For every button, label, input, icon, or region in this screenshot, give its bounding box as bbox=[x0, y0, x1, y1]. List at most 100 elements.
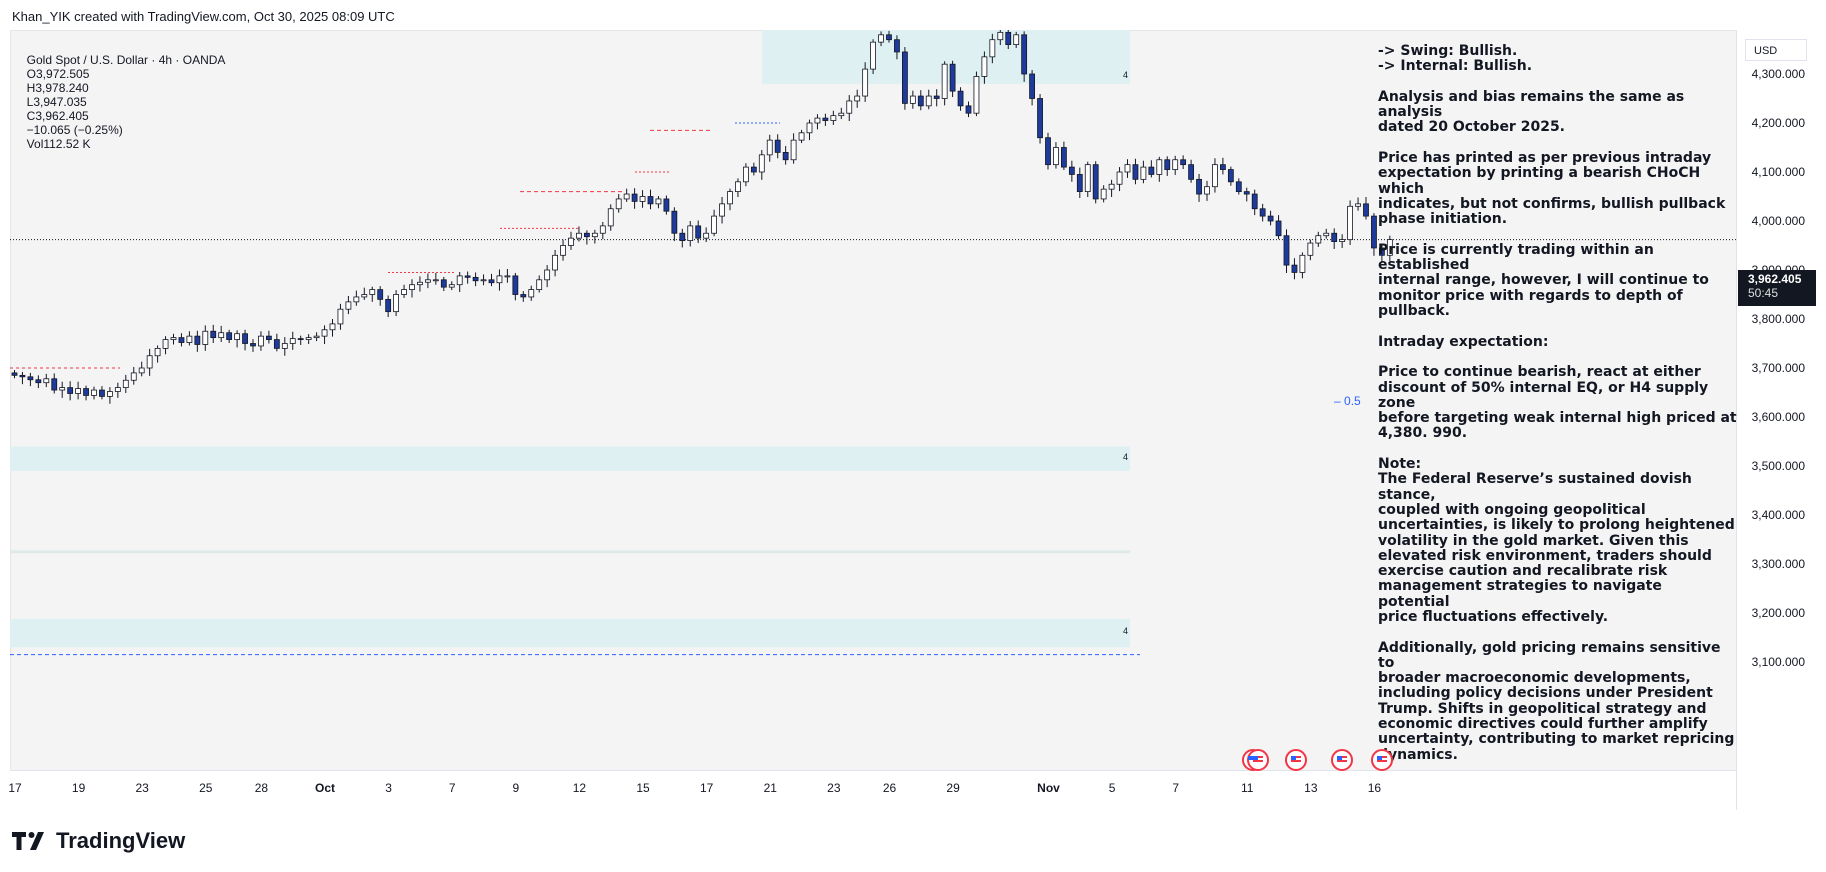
time-tick-label: 12 bbox=[572, 781, 587, 795]
chart-credit: Khan_YIK created with TradingView.com, O… bbox=[12, 9, 395, 24]
economic-event-flag[interactable] bbox=[1247, 749, 1269, 771]
candle-body bbox=[902, 51, 908, 104]
candle-body bbox=[925, 95, 932, 107]
candle-body bbox=[401, 289, 407, 295]
analysis-line: Analysis and bias remains the same as an… bbox=[1378, 88, 1685, 121]
demand-zone bbox=[10, 446, 1130, 471]
candle-body bbox=[933, 95, 940, 99]
candle-body bbox=[878, 34, 884, 43]
candle-body bbox=[1220, 164, 1226, 170]
time-tick-label: 13 bbox=[1304, 781, 1318, 795]
candle-body bbox=[210, 330, 217, 339]
candle-body bbox=[687, 225, 694, 241]
candle-body bbox=[273, 339, 280, 349]
candle-body bbox=[560, 245, 566, 256]
candle-body bbox=[965, 105, 972, 114]
candle-body bbox=[250, 343, 256, 347]
economic-event-flag[interactable] bbox=[1371, 749, 1393, 771]
price-tick-label: 3,800.000 bbox=[1751, 312, 1805, 326]
candle-body bbox=[11, 372, 18, 376]
candle-body bbox=[1164, 159, 1171, 170]
candle-body bbox=[536, 279, 543, 291]
candle-body bbox=[1323, 232, 1330, 237]
candle-body bbox=[480, 279, 487, 282]
candle-body bbox=[67, 387, 74, 394]
candle-body bbox=[544, 269, 551, 281]
candle-body bbox=[639, 196, 646, 202]
candle-body bbox=[1068, 166, 1075, 175]
candle-body bbox=[242, 333, 248, 344]
equilibrium-value: 0.5 bbox=[1344, 394, 1361, 408]
time-tick-label: 7 bbox=[448, 781, 456, 795]
candle-body bbox=[1124, 164, 1131, 173]
candle-body bbox=[774, 139, 781, 153]
candle-body bbox=[83, 388, 89, 396]
candle-body bbox=[337, 308, 344, 325]
analysis-line: coupled with ongoing geopolitical bbox=[1378, 501, 1646, 518]
time-axis[interactable]: 17 19 23 25 28 Oct 3 7 9 12 15 17 21 23 26 29 Nov 5 7 11 13 1… bbox=[8, 770, 1736, 811]
price-axis[interactable]: 4,300.0004,200.0004,100.0004,000.0003,90… bbox=[1736, 30, 1817, 810]
candle-body bbox=[440, 279, 447, 288]
candle-body bbox=[1116, 171, 1123, 185]
candle-body bbox=[1076, 174, 1083, 192]
candle-body bbox=[202, 330, 209, 345]
analysis-line: pullback. bbox=[1378, 303, 1450, 320]
analysis-line: -> Internal: Bullish. bbox=[1378, 58, 1533, 75]
candle-body bbox=[806, 122, 813, 134]
candle-body bbox=[114, 387, 121, 392]
symbol-legend[interactable]: Gold Spot / U.S. Dollar · 4h · OANDA O3,… bbox=[20, 39, 231, 151]
time-tick-label: 26 bbox=[882, 781, 897, 795]
currency-selector[interactable]: USD bbox=[1745, 39, 1807, 61]
candle-body bbox=[107, 391, 113, 397]
candle-body bbox=[329, 323, 336, 331]
candle-body bbox=[735, 181, 741, 193]
price-tick-label: 3,700.000 bbox=[1751, 361, 1805, 375]
candle-body bbox=[178, 337, 185, 343]
candle-body bbox=[846, 100, 853, 114]
candle-body bbox=[1172, 159, 1179, 170]
candle-body bbox=[552, 254, 558, 271]
tradingview-logo[interactable]: TradingView bbox=[12, 828, 185, 854]
candle-body bbox=[1291, 264, 1298, 273]
analysis-line: Trump. Shifts in geopolitical strategy a… bbox=[1378, 700, 1707, 717]
tradingview-logo-icon bbox=[12, 832, 48, 850]
candle-body bbox=[448, 284, 455, 288]
candle-body bbox=[393, 294, 400, 313]
candle-body bbox=[830, 115, 837, 121]
candle-body bbox=[1132, 164, 1139, 180]
analysis-line: Note: bbox=[1378, 456, 1422, 473]
candle-body bbox=[1235, 181, 1242, 193]
economic-event-flag[interactable] bbox=[1331, 749, 1353, 771]
candle-body bbox=[369, 289, 376, 295]
price-tick-label: 4,000.000 bbox=[1751, 214, 1805, 228]
candle-body bbox=[591, 232, 598, 238]
candle-body bbox=[1013, 34, 1020, 45]
candle-body bbox=[1227, 169, 1234, 183]
candle-body bbox=[305, 337, 312, 340]
candle-body bbox=[886, 34, 892, 41]
analysis-line: exercise caution and recalibrate risk bbox=[1378, 563, 1668, 580]
volume-value: Vol112.52 K bbox=[26, 137, 91, 151]
analysis-line: Price to continue bearish, react at eith… bbox=[1378, 364, 1701, 381]
time-tick-label: 23 bbox=[135, 781, 149, 795]
candle-body bbox=[1021, 34, 1028, 75]
candle-body bbox=[1386, 239, 1393, 256]
candle-body bbox=[345, 301, 352, 310]
candle-body bbox=[1037, 98, 1043, 139]
price-tick-label: 4,100.000 bbox=[1751, 165, 1805, 179]
candle-body bbox=[321, 329, 328, 337]
candle-body bbox=[504, 275, 511, 278]
candle-body bbox=[1188, 164, 1194, 180]
candle-body bbox=[1267, 215, 1274, 222]
zone-timeframe-label: 4 bbox=[1123, 452, 1128, 462]
economic-event-flag[interactable] bbox=[1285, 749, 1307, 771]
candle-body bbox=[1196, 178, 1202, 195]
chart-plot-area[interactable]: 4 4 4 bbox=[10, 30, 1736, 770]
candle-body bbox=[1371, 215, 1377, 249]
candle-body bbox=[981, 56, 988, 77]
analysis-line: dated 20 October 2025. bbox=[1378, 119, 1565, 136]
candle-body bbox=[130, 372, 137, 381]
candle-body bbox=[870, 41, 876, 70]
candle-body bbox=[623, 193, 630, 200]
price-tick-label: 3,400.000 bbox=[1751, 508, 1805, 522]
